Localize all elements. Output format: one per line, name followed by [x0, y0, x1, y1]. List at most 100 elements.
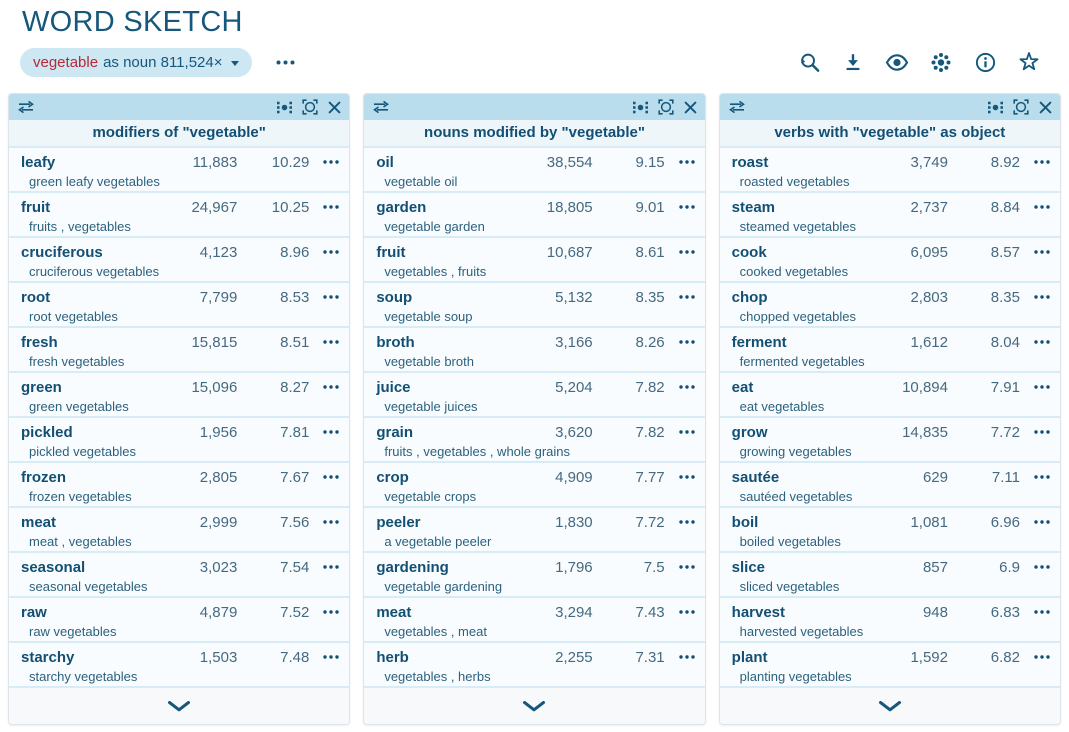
collocate-row[interactable]: cruciferous 4,123 8.96 cruciferous veget…	[9, 236, 350, 281]
collocate-word[interactable]: fruit	[376, 243, 406, 261]
collocate-example[interactable]: green leafy vegetables	[29, 174, 160, 189]
collocate-frequency[interactable]: 3,166	[555, 333, 593, 351]
collocate-word[interactable]: grow	[731, 423, 768, 441]
close-panel-button[interactable]	[684, 100, 697, 114]
collocate-frequency[interactable]: 3,023	[199, 558, 238, 576]
collocate-row[interactable]: meat 3,294 7.43 vegetables , meat	[364, 596, 705, 641]
collocate-example[interactable]: harvested vegetables	[739, 624, 864, 639]
row-menu-button[interactable]	[1034, 655, 1050, 659]
collocate-frequency[interactable]: 6,095	[910, 243, 948, 261]
collocate-example[interactable]: frozen vegetables	[29, 489, 132, 504]
collocate-row[interactable]: cook 6,095 8.57 cooked vegetables	[719, 236, 1060, 281]
collocate-example[interactable]: cooked vegetables	[739, 264, 849, 279]
collocate-frequency[interactable]: 2,255	[555, 648, 593, 666]
collocate-row[interactable]: soup 5,132 8.35 vegetable soup	[364, 281, 705, 326]
sort-options-button[interactable]	[632, 101, 648, 114]
collocate-word[interactable]: ferment	[731, 333, 787, 351]
row-menu-button[interactable]	[1034, 385, 1050, 389]
collocate-frequency[interactable]: 4,123	[199, 243, 238, 261]
collocate-row[interactable]: fresh 15,815 8.51 fresh vegetables	[9, 326, 350, 371]
collocate-example[interactable]: chopped vegetables	[739, 309, 857, 324]
visualization-button[interactable]	[929, 50, 953, 74]
row-menu-button[interactable]	[1034, 610, 1050, 614]
row-menu-button[interactable]	[678, 340, 695, 344]
collocate-row[interactable]: peeler 1,830 7.72 a vegetable peeler	[364, 506, 705, 551]
row-menu-button[interactable]	[1034, 475, 1050, 479]
move-panel-button[interactable]	[17, 100, 35, 114]
collocate-example[interactable]: green vegetables	[29, 399, 129, 414]
collocate-word[interactable]: starchy	[21, 648, 75, 666]
row-menu-button[interactable]	[678, 385, 695, 389]
collocate-example[interactable]: starchy vegetables	[29, 669, 138, 684]
expand-panel-button[interactable]	[9, 686, 350, 724]
collocate-word[interactable]: fruit	[21, 198, 51, 216]
collocate-frequency[interactable]: 5,132	[555, 288, 593, 306]
collocate-frequency[interactable]: 2,737	[910, 198, 948, 216]
row-menu-button[interactable]	[323, 205, 340, 209]
row-menu-button[interactable]	[1034, 340, 1050, 344]
collocate-frequency[interactable]: 4,909	[555, 468, 593, 486]
collocate-word[interactable]: juice	[376, 378, 411, 396]
collocate-row[interactable]: sautée 629 7.11 sautéed vegetables	[719, 461, 1060, 506]
row-menu-button[interactable]	[323, 610, 340, 614]
row-menu-button[interactable]	[323, 160, 340, 164]
collocate-word[interactable]: steam	[731, 198, 776, 216]
collocate-word[interactable]: roast	[731, 153, 769, 171]
collocate-word[interactable]: broth	[376, 333, 415, 351]
collocate-row[interactable]: steam 2,737 8.84 steamed vegetables	[719, 191, 1060, 236]
collocate-frequency[interactable]: 1,081	[910, 513, 948, 531]
info-button[interactable]	[973, 50, 997, 74]
collocate-row[interactable]: oil 38,554 9.15 vegetable oil	[364, 146, 705, 191]
row-menu-button[interactable]	[323, 520, 340, 524]
row-menu-button[interactable]	[1034, 565, 1050, 569]
collocate-frequency[interactable]: 11,883	[192, 153, 238, 171]
collocate-example[interactable]: vegetable garden	[384, 219, 485, 234]
expand-panel-button[interactable]	[719, 686, 1060, 724]
collocate-word[interactable]: peeler	[376, 513, 421, 531]
collocate-word[interactable]: plant	[731, 648, 768, 666]
row-menu-button[interactable]	[1034, 295, 1050, 299]
row-menu-button[interactable]	[1034, 430, 1050, 434]
collocate-row[interactable]: chop 2,803 8.35 chopped vegetables	[719, 281, 1060, 326]
row-menu-button[interactable]	[678, 250, 695, 254]
focus-panel-button[interactable]	[658, 99, 674, 115]
collocate-example[interactable]: eat vegetables	[739, 399, 825, 414]
collocate-frequency[interactable]: 629	[922, 468, 948, 486]
collocate-word[interactable]: fresh	[21, 333, 58, 351]
collocate-example[interactable]: fermented vegetables	[739, 354, 865, 369]
collocate-word[interactable]: crop	[376, 468, 409, 486]
collocate-frequency[interactable]: 4,879	[199, 603, 238, 621]
collocate-word[interactable]: cook	[731, 243, 767, 261]
collocate-row[interactable]: frozen 2,805 7.67 frozen vegetables	[9, 461, 350, 506]
collocate-row[interactable]: slice 857 6.9 sliced vegetables	[719, 551, 1060, 596]
close-panel-button[interactable]	[328, 100, 341, 114]
close-panel-button[interactable]	[1039, 100, 1052, 114]
collocate-word[interactable]: root	[21, 288, 51, 306]
collocate-frequency[interactable]: 1,592	[910, 648, 948, 666]
collocate-frequency[interactable]: 2,803	[910, 288, 948, 306]
collocate-row[interactable]: eat 10,894 7.91 eat vegetables	[719, 371, 1060, 416]
collocate-word[interactable]: boil	[731, 513, 759, 531]
collocate-example[interactable]: sliced vegetables	[739, 579, 840, 594]
collocate-row[interactable]: roast 3,749 8.92 roasted vegetables	[719, 146, 1060, 191]
collocate-frequency[interactable]: 10,687	[546, 243, 593, 261]
row-menu-button[interactable]	[678, 475, 695, 479]
collocate-frequency[interactable]: 5,204	[555, 378, 593, 396]
row-menu-button[interactable]	[323, 385, 340, 389]
collocate-row[interactable]: starchy 1,503 7.48 starchy vegetables	[9, 641, 350, 686]
row-menu-button[interactable]	[323, 655, 340, 659]
focus-panel-button[interactable]	[1013, 99, 1029, 115]
collocate-frequency[interactable]: 1,830	[555, 513, 593, 531]
move-panel-button[interactable]	[372, 100, 390, 114]
collocate-frequency[interactable]: 1,956	[199, 423, 238, 441]
collocate-example[interactable]: root vegetables	[29, 309, 118, 324]
collocate-example[interactable]: roasted vegetables	[739, 174, 850, 189]
collocate-row[interactable]: herb 2,255 7.31 vegetables , herbs	[364, 641, 705, 686]
row-menu-button[interactable]	[678, 160, 695, 164]
row-menu-button[interactable]	[678, 565, 695, 569]
collocate-example[interactable]: vegetables , herbs	[384, 669, 491, 684]
collocate-word[interactable]: cruciferous	[21, 243, 103, 261]
collocate-frequency[interactable]: 857	[922, 558, 948, 576]
collocate-frequency[interactable]: 15,815	[191, 333, 238, 351]
collocate-example[interactable]: vegetable soup	[384, 309, 473, 324]
